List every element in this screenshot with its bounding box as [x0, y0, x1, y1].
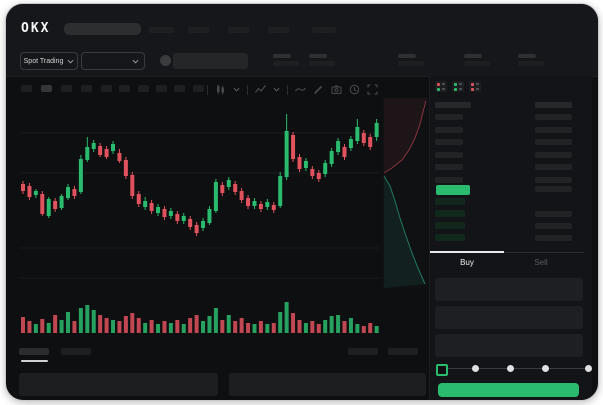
orderbook-layout-icon[interactable] [469, 81, 481, 92]
indicators-icon[interactable] [255, 84, 266, 95]
last-price-button[interactable] [173, 53, 248, 69]
ask-price-placeholder[interactable] [435, 139, 463, 145]
orderbook-col-header [435, 102, 471, 108]
ask-amount-placeholder [535, 152, 572, 158]
nav-item-placeholder[interactable] [228, 27, 249, 33]
app-window: OKX Spot Trading [5, 3, 599, 401]
divider [207, 84, 208, 95]
timeframe-pill[interactable] [81, 85, 92, 92]
stat-value-placeholder [309, 61, 335, 66]
history-icon[interactable] [349, 84, 360, 95]
timeframe-pill[interactable] [101, 85, 112, 92]
ask-amount-placeholder [535, 114, 572, 120]
bottom-tab[interactable] [348, 348, 378, 355]
bottom-tab[interactable] [61, 348, 91, 355]
stat-value-placeholder [464, 61, 490, 66]
chevron-down-icon[interactable] [273, 87, 280, 92]
chevron-down-icon [132, 59, 139, 64]
timeframe-pill[interactable] [174, 85, 185, 92]
history-panel-placeholder [229, 373, 426, 396]
pencil-icon[interactable] [313, 84, 324, 95]
market-type-label: Spot Trading [23, 57, 64, 65]
active-tab-underline [21, 360, 48, 362]
ask-amount-placeholder [535, 177, 572, 183]
timeframe-pill[interactable] [61, 85, 72, 92]
orderbook-layout-icon[interactable] [452, 81, 464, 92]
stat-label-placeholder [518, 54, 536, 58]
order-book-panel: Buy Sell [429, 76, 592, 400]
bid-price-placeholder[interactable] [435, 222, 465, 229]
ask-amount-placeholder [535, 127, 572, 133]
orderbook-layout-icon[interactable] [435, 81, 447, 92]
nav-item-placeholder[interactable] [312, 27, 336, 33]
camera-icon[interactable] [331, 84, 342, 95]
bottom-tab[interactable] [388, 348, 418, 355]
market-type-dropdown[interactable]: Spot Trading [20, 52, 78, 70]
timeframe-pill[interactable] [41, 85, 52, 92]
orders-panel-placeholder [19, 373, 218, 396]
nav-item-placeholder[interactable] [188, 27, 209, 33]
slider-stop-dot[interactable] [585, 365, 592, 372]
orderbook-col-header [535, 102, 572, 108]
stat-label-placeholder [464, 54, 482, 58]
chart-toolbar [207, 83, 378, 96]
amount-slider-handle[interactable] [436, 364, 448, 376]
stat-label-placeholder [273, 54, 291, 58]
timeframe-pill[interactable] [138, 85, 149, 92]
header-band [6, 4, 598, 77]
depth-chart [383, 98, 428, 288]
ask-amount-placeholder [535, 139, 572, 145]
pair-coin-icon [160, 55, 171, 66]
trend-line-icon[interactable] [295, 84, 306, 95]
last-price-badge[interactable] [436, 185, 470, 195]
tab-buy[interactable]: Buy [460, 258, 474, 267]
slider-stop-dot[interactable] [472, 365, 479, 372]
tab-divider [504, 252, 584, 253]
divider [287, 84, 288, 95]
bid-amount-placeholder [535, 223, 572, 229]
ask-price-placeholder[interactable] [435, 164, 463, 170]
timeframe-pill[interactable] [119, 85, 130, 92]
bid-price-placeholder[interactable] [435, 234, 465, 241]
bid-price-placeholder[interactable] [435, 210, 465, 217]
stat-label-placeholder [309, 54, 327, 58]
search-input[interactable] [64, 23, 141, 35]
ask-amount-placeholder [535, 164, 572, 170]
stat-label-placeholder [398, 54, 416, 58]
stat-value-placeholder [518, 61, 544, 66]
ask-price-placeholder[interactable] [435, 114, 463, 120]
timeframe-pill[interactable] [156, 85, 167, 92]
buy-tab-indicator [430, 251, 504, 253]
total-field[interactable] [435, 334, 583, 357]
chevron-down-icon[interactable] [233, 87, 240, 92]
bottom-tab[interactable] [19, 348, 49, 355]
slider-stop-dot[interactable] [542, 365, 549, 372]
divider [247, 84, 248, 95]
timeframe-pill[interactable] [21, 85, 32, 92]
ask-price-placeholder[interactable] [435, 152, 463, 158]
timeframe-pill[interactable] [193, 85, 204, 92]
stat-value-placeholder [398, 61, 424, 66]
nav-item-placeholder[interactable] [268, 27, 289, 33]
orderbook-view-toggles [435, 81, 481, 92]
chevron-down-icon [67, 59, 74, 64]
pair-select-dropdown[interactable] [81, 52, 145, 70]
fullscreen-icon[interactable] [367, 84, 378, 95]
stat-value-placeholder [273, 61, 299, 66]
candlestick-chart[interactable] [19, 97, 379, 337]
bid-amount-placeholder [535, 235, 572, 241]
okx-logo: OKX [21, 21, 51, 36]
tab-sell[interactable]: Sell [534, 258, 548, 267]
amount-field[interactable] [435, 306, 583, 329]
bid-price-placeholder[interactable] [435, 198, 465, 205]
slider-stop-dot[interactable] [507, 365, 514, 372]
ask-price-placeholder[interactable] [435, 177, 463, 183]
candlestick-type-icon[interactable] [215, 84, 226, 95]
last-amount-placeholder [535, 186, 572, 192]
price-field[interactable] [435, 278, 583, 301]
buy-submit-button[interactable] [438, 383, 579, 397]
bid-amount-placeholder [535, 211, 572, 217]
nav-item-placeholder[interactable] [149, 27, 174, 33]
ask-price-placeholder[interactable] [435, 127, 463, 133]
